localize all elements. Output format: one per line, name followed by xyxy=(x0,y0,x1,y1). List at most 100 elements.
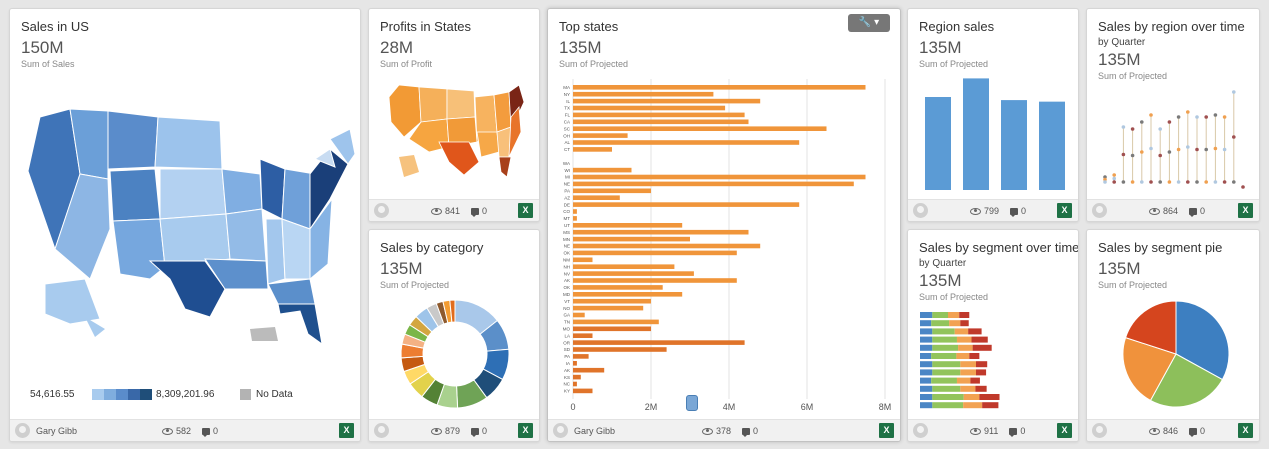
y-tick-label: SD xyxy=(564,347,571,352)
y-tick-label: MT xyxy=(564,216,571,221)
y-tick-label: WA xyxy=(563,161,570,166)
data-point xyxy=(1103,177,1107,182)
excel-icon[interactable]: X xyxy=(518,423,533,438)
y-tick-label: MI xyxy=(565,175,570,180)
excel-icon[interactable]: X xyxy=(879,423,894,438)
card-stats: 841 0 xyxy=(431,206,487,217)
card-sales-by-segment-over-time[interactable]: Sales by segment over time by Quarter 13… xyxy=(907,229,1079,442)
stack-segment xyxy=(960,369,976,376)
card-profits-in-states[interactable]: Profits in States 28M Sum of Profit 841 … xyxy=(368,8,540,222)
bar xyxy=(573,140,800,145)
y-tick-label: MN xyxy=(563,237,570,242)
bar xyxy=(1001,100,1027,190)
card-region-sales[interactable]: Region sales 135M Sum of Projected 799 0… xyxy=(907,8,1079,222)
comment-icon[interactable] xyxy=(1189,207,1198,217)
y-tick-label: NE xyxy=(564,182,570,187)
y-tick-label: NV xyxy=(564,271,570,276)
y-tick-label: AZ xyxy=(564,195,570,200)
comment-icon[interactable] xyxy=(1010,207,1019,217)
hand-cursor-icon xyxy=(686,395,698,411)
avatar[interactable] xyxy=(1092,203,1107,218)
avatar[interactable] xyxy=(553,423,568,438)
card-sales-by-region-over-time[interactable]: Sales by region over time by Quarter 135… xyxy=(1086,8,1260,222)
region-bar-chart[interactable] xyxy=(908,75,1079,195)
bar xyxy=(573,381,577,387)
stack-segment xyxy=(932,336,957,343)
excel-icon[interactable]: X xyxy=(1057,423,1072,438)
card-caption: Sum of Projected xyxy=(1098,280,1168,290)
segment-pie-chart[interactable] xyxy=(1087,296,1260,416)
data-point xyxy=(1232,180,1236,184)
card-value: 135M xyxy=(1098,259,1141,278)
comment-icon[interactable] xyxy=(1189,427,1198,437)
y-tick-label: KY xyxy=(564,389,570,394)
segment-time-stacked-bars[interactable] xyxy=(908,308,1079,418)
bar xyxy=(573,112,745,118)
comment-icon[interactable] xyxy=(742,427,751,437)
card-top-states[interactable]: Top states 135M Sum of Projected 🔧 ▾ 0 2M… xyxy=(547,8,901,442)
eye-icon xyxy=(431,427,442,435)
card-stats: 911 0 xyxy=(970,426,1025,437)
stack-segment xyxy=(963,394,980,400)
card-caption: Sum of Projected xyxy=(1098,71,1168,81)
comment-icon[interactable] xyxy=(1009,427,1018,437)
us-choropleth-map[interactable] xyxy=(10,79,361,379)
stack-segment xyxy=(932,361,961,368)
avatar[interactable] xyxy=(913,423,928,438)
category-donut-chart[interactable] xyxy=(369,296,540,416)
card-sales-by-segment-pie[interactable]: Sales by segment pie 135M Sum of Project… xyxy=(1086,229,1260,442)
x-tick-label: 2M xyxy=(645,402,658,412)
x-tick-label: 6M xyxy=(801,402,814,412)
y-tick-label: IL xyxy=(566,99,570,104)
avatar[interactable] xyxy=(374,423,389,438)
avatar[interactable] xyxy=(1092,423,1107,438)
data-point xyxy=(1232,135,1236,139)
bar xyxy=(573,271,694,276)
excel-icon[interactable]: X xyxy=(339,423,354,438)
y-tick-label: KS xyxy=(564,375,570,380)
eye-icon xyxy=(162,427,173,435)
owner-name[interactable]: Gary Gibb xyxy=(574,426,616,436)
profits-choropleth-map[interactable] xyxy=(369,77,540,197)
comments-count: 0 xyxy=(753,426,759,436)
comment-icon[interactable] xyxy=(471,427,480,437)
avatar[interactable] xyxy=(374,203,389,218)
card-caption: Sum of Projected xyxy=(919,292,989,302)
bar xyxy=(573,216,577,221)
x-tick-label: 0 xyxy=(570,402,575,412)
stack-segment xyxy=(956,336,972,343)
comment-icon[interactable] xyxy=(471,207,480,217)
bar xyxy=(573,333,593,338)
bar xyxy=(573,347,667,352)
stack-segment xyxy=(970,377,980,384)
comment-icon[interactable] xyxy=(202,427,211,437)
region-time-dot-chart[interactable] xyxy=(1087,87,1260,197)
bar xyxy=(573,305,644,311)
card-sales-in-us[interactable]: Sales in US 150M Sum of Sales xyxy=(9,8,361,442)
card-footer: 846 0 X xyxy=(1087,419,1259,441)
top-states-bar-chart[interactable]: 0 2M 4M 6M 8MMANYILTXFLCASCOHALCTWAWIMINEPAA… xyxy=(548,79,901,419)
data-point xyxy=(1140,150,1144,154)
stack-segment xyxy=(982,402,999,409)
bar xyxy=(573,119,749,125)
avatar[interactable] xyxy=(913,203,928,218)
excel-icon[interactable]: X xyxy=(1057,203,1072,218)
wrench-icon[interactable]: 🔧 ▾ xyxy=(848,14,890,32)
views-count: 841 xyxy=(445,206,461,216)
stack-segment xyxy=(920,369,933,376)
data-point xyxy=(1213,113,1218,117)
data-point xyxy=(1176,147,1181,152)
card-footer: 841 0 X xyxy=(369,199,539,221)
y-tick-label: NM xyxy=(563,258,570,263)
bar xyxy=(573,250,737,256)
excel-icon[interactable]: X xyxy=(1238,203,1253,218)
bar xyxy=(573,388,593,394)
excel-icon[interactable]: X xyxy=(1238,423,1253,438)
excel-icon[interactable]: X xyxy=(518,203,533,218)
data-point xyxy=(1149,146,1153,151)
avatar[interactable] xyxy=(15,423,30,438)
stack-segment xyxy=(932,385,961,392)
card-sales-by-category[interactable]: Sales by category 135M Sum of Projected … xyxy=(368,229,540,442)
owner-name[interactable]: Gary Gibb xyxy=(36,426,78,436)
y-tick-label: GA xyxy=(563,313,570,318)
